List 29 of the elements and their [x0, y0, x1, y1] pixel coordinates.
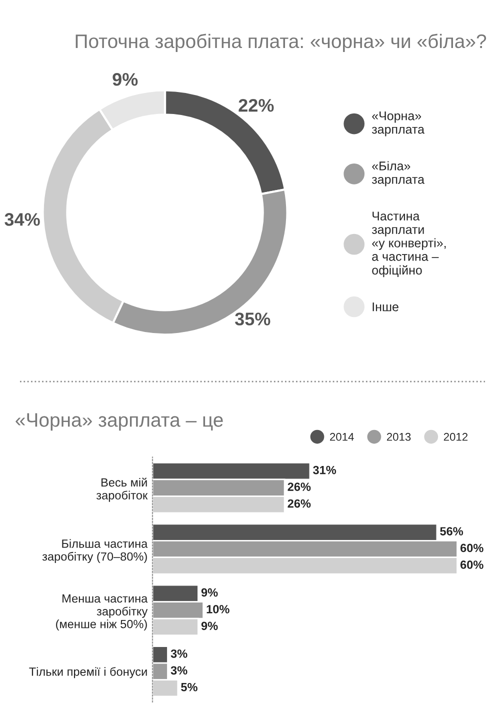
data-label: 35%: [234, 312, 270, 326]
legend-label: 2012: [444, 432, 468, 441]
data-label: 26%: [288, 499, 311, 508]
data-label: 34%: [4, 213, 40, 226]
data-label: 60%: [460, 560, 484, 569]
legend-label: «Чорна» зарплата: [372, 112, 425, 136]
y-tick-label: Більша частина заробітку (70–80%): [42, 539, 148, 564]
legend-label: Інше: [372, 302, 398, 312]
data-label: 26%: [288, 482, 311, 491]
legend-label: 2013: [386, 432, 411, 441]
data-label: 3%: [170, 666, 188, 675]
y-tick-label: Тільки премії і бонуси: [29, 667, 147, 678]
y-tick-label: Менша частина заробітку (менше ніж 50%): [56, 594, 148, 631]
y-tick-label: Весь мій заробіток: [96, 478, 148, 502]
data-label: 10%: [206, 605, 230, 614]
data-label: 22%: [238, 98, 274, 112]
data-label: 9%: [201, 588, 218, 597]
data-label: 9%: [201, 622, 218, 630]
legend-label: Частина зарплати «у конверті», а частина – офіційно: [372, 212, 446, 278]
data-label: 9%: [112, 73, 138, 86]
chart-title: Поточна заробітна плата: «чорна» чи «біла»?: [76, 34, 486, 52]
data-label: 5%: [181, 682, 198, 692]
data-label: 3%: [170, 649, 188, 658]
legend-label: 2014: [330, 432, 354, 441]
data-label: 31%: [313, 466, 336, 474]
data-label: 60%: [460, 544, 484, 552]
chart-title: «Чорна» зарплата – це: [16, 413, 223, 431]
data-label: 56%: [440, 527, 464, 536]
legend-label: «Біла» зарплата: [372, 161, 425, 186]
